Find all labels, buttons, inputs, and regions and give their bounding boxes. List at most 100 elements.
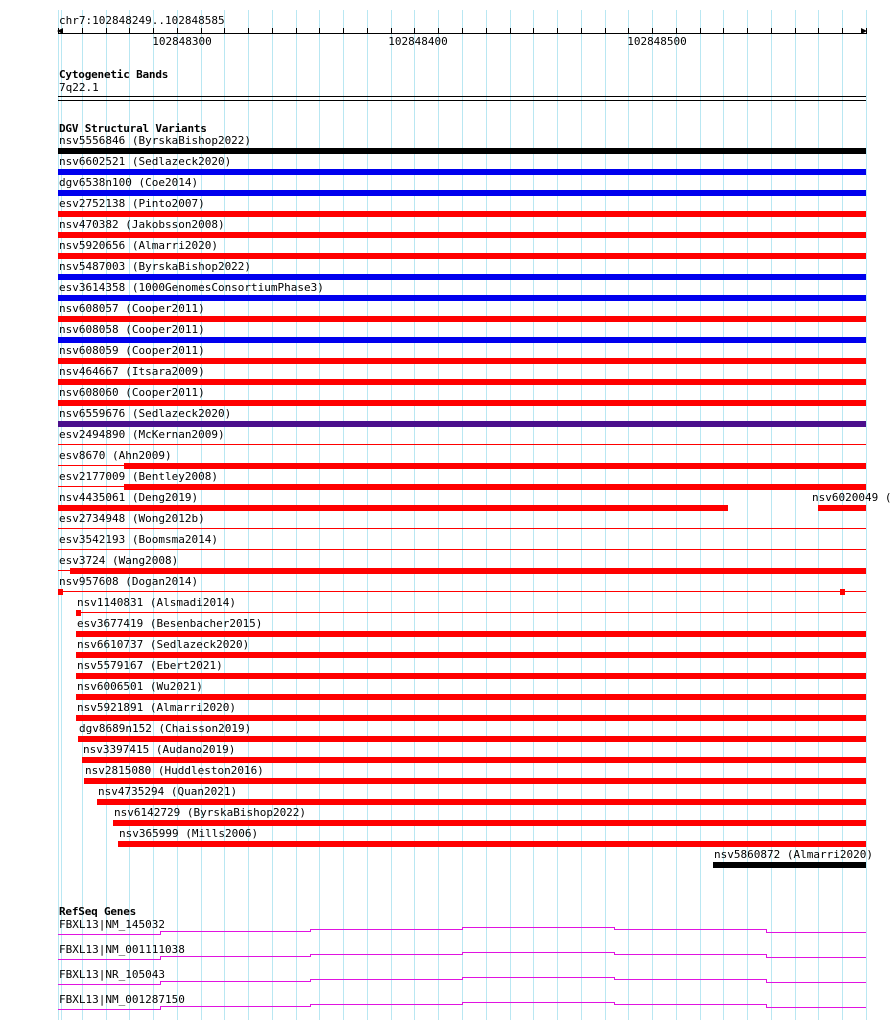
variant-label[interactable]: esv3724 (Wang2008) (59, 554, 179, 567)
variant-bar[interactable] (58, 486, 124, 487)
variant-label[interactable]: nsv5579167 (Ebert2021) (77, 659, 223, 672)
gene-intron-segment[interactable] (614, 929, 766, 930)
variant-bar[interactable] (97, 799, 866, 805)
variant-label[interactable]: dgv8689n152 (Chaisson2019) (79, 722, 252, 735)
gene-intron-segment[interactable] (462, 952, 614, 953)
variant-bar[interactable] (58, 169, 866, 175)
variant-bar[interactable] (70, 568, 866, 574)
variant-bar[interactable] (124, 484, 866, 490)
variant-label[interactable]: nsv5860872 (Almarri2020) (714, 848, 873, 861)
gene-intron-segment[interactable] (310, 929, 462, 930)
variant-bar[interactable] (58, 337, 866, 343)
gene-intron-segment[interactable] (462, 977, 614, 978)
variant-label[interactable]: nsv4735294 (Quan2021) (98, 785, 238, 798)
variant-label[interactable]: nsv608057 (Cooper2011) (59, 302, 205, 315)
variant-label[interactable]: nsv957608 (Dogan2014) (59, 575, 199, 588)
gene-intron-segment[interactable] (310, 954, 462, 955)
variant-label[interactable]: nsv5921891 (Almarri2020) (77, 701, 236, 714)
gene-label[interactable]: FBXL13|NM_001111038 (59, 943, 185, 956)
variant-bar[interactable] (58, 316, 866, 322)
variant-label[interactable]: nsv6142729 (ByrskaBishop2022) (114, 806, 307, 819)
variant-label[interactable]: nsv2815080 (Huddleston2016) (85, 764, 264, 777)
variant-bar[interactable] (78, 736, 866, 742)
variant-bar[interactable] (124, 463, 866, 469)
variant-bar[interactable] (76, 612, 866, 613)
variant-bar[interactable] (113, 820, 866, 826)
gene-intron-segment[interactable] (766, 932, 866, 933)
variant-bar[interactable] (58, 549, 866, 550)
variant-label[interactable]: esv2734948 (Wong2012b) (59, 512, 205, 525)
variant-label[interactable]: nsv6559676 (Sedlazeck2020) (59, 407, 232, 420)
variant-bar[interactable] (58, 211, 866, 217)
variant-label[interactable]: nsv5487003 (ByrskaBishop2022) (59, 260, 252, 273)
variant-bar[interactable] (58, 444, 866, 445)
variant-label[interactable]: nsv365999 (Mills2006) (119, 827, 259, 840)
variant-bar[interactable] (76, 673, 866, 679)
gene-intron-segment[interactable] (462, 1002, 614, 1003)
variant-label[interactable]: nsv4435061 (Deng2019) (59, 491, 199, 504)
variant-bar[interactable] (58, 232, 866, 238)
variant-label[interactable]: nsv5920656 (Almarri2020) (59, 239, 218, 252)
variant-label[interactable]: esv8670 (Ahn2009) (59, 449, 172, 462)
gene-intron-segment[interactable] (160, 1006, 310, 1007)
variant-endpoint-marker[interactable] (76, 610, 81, 616)
variant-label[interactable]: nsv608059 (Cooper2011) (59, 344, 205, 357)
variant-label[interactable]: nsv1140831 (Alsmadi2014) (77, 596, 236, 609)
gene-intron-segment[interactable] (310, 979, 462, 980)
gene-intron-segment[interactable] (614, 954, 766, 955)
gene-intron-segment[interactable] (58, 934, 160, 935)
gene-intron-segment[interactable] (766, 957, 866, 958)
gene-intron-segment[interactable] (462, 927, 614, 928)
variant-label[interactable]: esv2752138 (Pinto2007) (59, 197, 205, 210)
variant-label[interactable]: nsv6610737 (Sedlazeck2020) (77, 638, 250, 651)
variant-bar[interactable] (58, 274, 866, 280)
gene-label[interactable]: FBXL13|NR_105043 (59, 968, 165, 981)
variant-label[interactable]: nsv6006501 (Wu2021) (77, 680, 203, 693)
gene-intron-segment[interactable] (614, 979, 766, 980)
variant-bar[interactable] (82, 757, 866, 763)
variant-label[interactable]: nsv464667 (Itsara2009) (59, 365, 205, 378)
variant-bar[interactable] (58, 190, 866, 196)
variant-bar[interactable] (58, 465, 124, 466)
gene-intron-segment[interactable] (160, 931, 310, 932)
variant-bar[interactable] (76, 652, 866, 658)
gene-intron-segment[interactable] (58, 984, 160, 985)
gene-intron-segment[interactable] (58, 1009, 160, 1010)
gene-intron-segment[interactable] (310, 1004, 462, 1005)
variant-endpoint-marker[interactable] (840, 589, 845, 595)
variant-bar[interactable] (713, 862, 866, 868)
variant-label[interactable]: nsv470382 (Jakobsson2008) (59, 218, 225, 231)
variant-endpoint-marker[interactable] (58, 589, 63, 595)
variant-label[interactable]: esv3614358 (1000GenomesConsortiumPhase3) (59, 281, 324, 294)
variant-bar[interactable] (58, 505, 728, 511)
genome-ruler[interactable]: chr7:102848249..102848585 102848300 10284… (0, 0, 890, 52)
variant-bar[interactable] (58, 591, 866, 592)
variant-label[interactable]: nsv3397415 (Audano2019) (83, 743, 236, 756)
arrow-right-icon[interactable] (861, 28, 867, 34)
variant-bar[interactable] (818, 505, 866, 511)
gene-intron-segment[interactable] (160, 956, 310, 957)
variant-label[interactable]: nsv608060 (Cooper2011) (59, 386, 205, 399)
variant-label[interactable]: nsv6020049 (W (812, 491, 890, 504)
variant-label[interactable]: nsv5556846 (ByrskaBishop2022) (59, 134, 252, 147)
gene-intron-segment[interactable] (58, 959, 160, 960)
variant-bar[interactable] (58, 528, 866, 529)
gene-label[interactable]: FBXL13|NM_001287150 (59, 993, 185, 1006)
variant-bar[interactable] (58, 379, 866, 385)
gene-intron-segment[interactable] (160, 981, 310, 982)
gene-intron-segment[interactable] (766, 982, 866, 983)
gene-intron-segment[interactable] (766, 1007, 866, 1008)
variant-label[interactable]: esv2177009 (Bentley2008) (59, 470, 218, 483)
variant-label[interactable]: esv2494890 (McKernan2009) (59, 428, 225, 441)
variant-bar[interactable] (58, 421, 866, 427)
variant-bar[interactable] (76, 631, 866, 637)
gene-label[interactable]: FBXL13|NM_145032 (59, 918, 165, 931)
variant-label[interactable]: nsv608058 (Cooper2011) (59, 323, 205, 336)
variant-bar[interactable] (58, 295, 866, 301)
variant-bar[interactable] (118, 841, 866, 847)
variant-bar[interactable] (76, 715, 866, 721)
variant-label[interactable]: esv3542193 (Boomsma2014) (59, 533, 218, 546)
variant-bar[interactable] (76, 694, 866, 700)
variant-bar[interactable] (58, 400, 866, 406)
variant-bar[interactable] (58, 148, 866, 154)
